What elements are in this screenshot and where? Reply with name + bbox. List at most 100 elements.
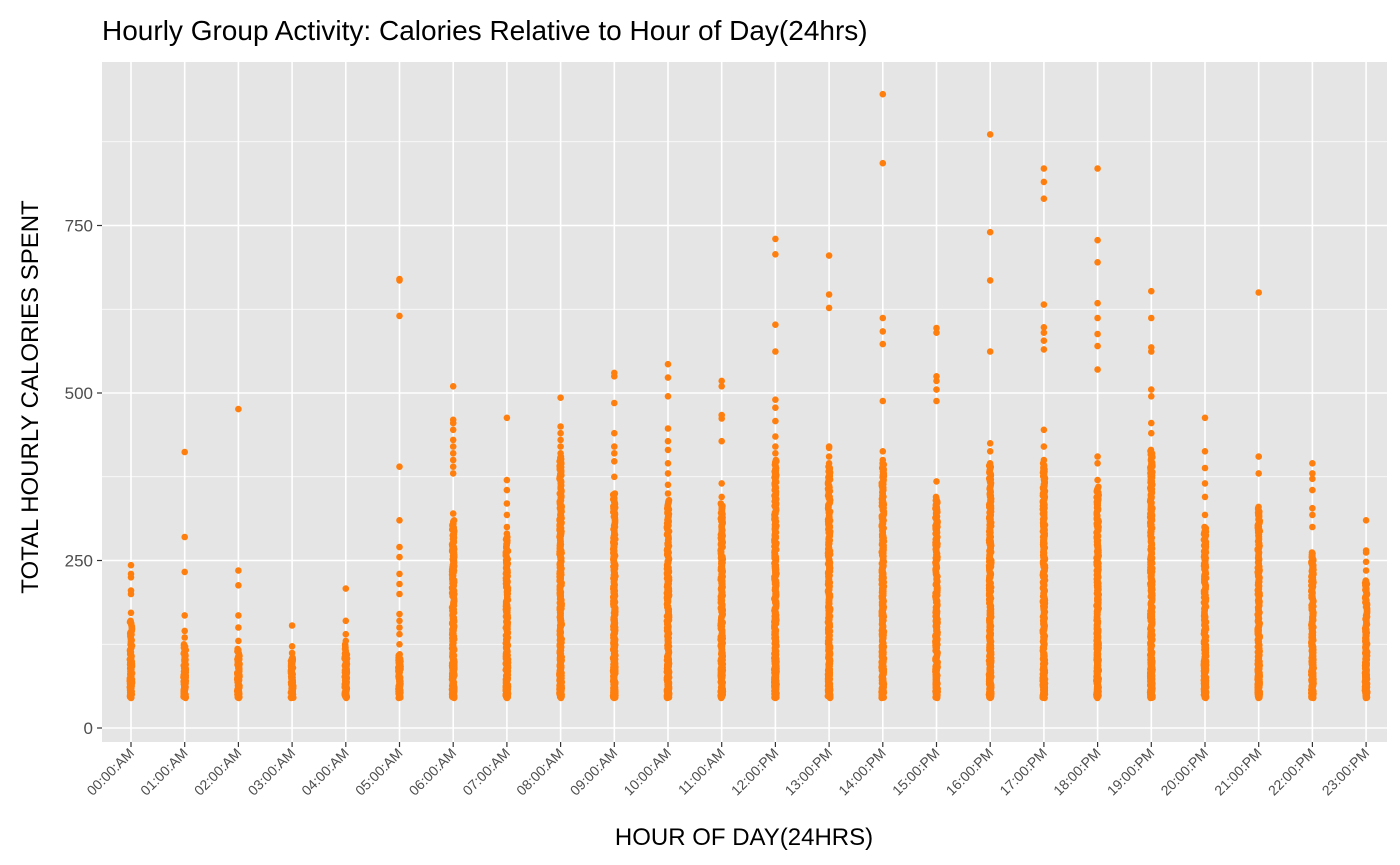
data-point: [1147, 689, 1155, 696]
data-point: [611, 490, 619, 497]
data-point: [288, 643, 296, 650]
data-point: [504, 657, 511, 664]
data-point: [879, 397, 887, 405]
data-point: [1308, 671, 1315, 678]
data-point: [235, 582, 242, 589]
data-point: [825, 453, 833, 460]
data-point: [503, 486, 511, 494]
data-point: [1039, 666, 1047, 673]
data-point: [772, 443, 779, 450]
data-point: [772, 321, 779, 329]
data-point: [1201, 464, 1209, 472]
data-point: [1201, 666, 1208, 673]
data-point: [557, 436, 564, 444]
data-point: [127, 617, 134, 625]
data-point: [396, 610, 403, 618]
data-point: [664, 425, 672, 432]
data-point: [287, 670, 295, 677]
data-point: [127, 664, 134, 672]
data-point: [235, 660, 243, 667]
data-point: [396, 624, 403, 631]
data-point: [1040, 337, 1048, 345]
data-point: [718, 437, 725, 445]
data-point: [1147, 446, 1155, 454]
data-point: [719, 688, 727, 695]
data-point: [1255, 453, 1262, 460]
data-points: [126, 90, 1371, 702]
data-point: [771, 674, 779, 682]
data-point: [343, 667, 351, 675]
data-point: [503, 500, 511, 507]
data-point: [1041, 684, 1049, 692]
data-point: [396, 590, 403, 598]
data-point: [611, 458, 618, 465]
data-point: [342, 617, 350, 625]
data-point: [664, 470, 672, 477]
data-point: [127, 570, 135, 578]
data-point: [449, 470, 457, 477]
data-point: [1094, 342, 1101, 350]
data-point: [772, 235, 779, 243]
data-point: [878, 694, 885, 701]
data-point: [449, 463, 457, 471]
data-point: [825, 443, 833, 450]
data-point: [611, 399, 618, 407]
data-point: [1255, 470, 1262, 477]
data-point: [341, 690, 349, 698]
data-point: [1095, 656, 1102, 663]
data-point: [933, 386, 940, 393]
data-point: [1094, 259, 1101, 266]
data-point: [1201, 414, 1209, 422]
data-point: [396, 517, 403, 524]
data-point: [503, 523, 511, 531]
data-point: [502, 682, 510, 690]
data-point: [826, 658, 834, 665]
data-point: [664, 360, 672, 368]
data-point: [1255, 660, 1262, 668]
data-point: [717, 664, 725, 672]
data-point: [396, 275, 403, 283]
data-point: [126, 677, 134, 685]
data-point: [825, 304, 833, 312]
data-point: [341, 662, 349, 669]
data-point: [1094, 686, 1102, 693]
data-point: [556, 671, 563, 679]
data-point: [879, 448, 887, 455]
data-point: [449, 436, 457, 444]
data-point: [772, 404, 779, 412]
data-point: [1094, 314, 1101, 322]
data-point: [504, 667, 511, 675]
data-point: [1148, 314, 1155, 322]
data-point: [1040, 426, 1048, 434]
data-point: [449, 426, 457, 434]
data-point: [180, 678, 187, 685]
data-point: [1094, 165, 1101, 172]
data-point: [449, 416, 457, 424]
data-point: [611, 443, 618, 450]
data-point: [181, 634, 188, 641]
data-point: [288, 622, 296, 629]
data-point: [557, 443, 564, 450]
data-point: [1094, 476, 1101, 484]
data-point: [664, 460, 672, 467]
data-point: [288, 649, 296, 657]
data-point: [986, 460, 994, 467]
data-point: [1040, 657, 1048, 665]
data-point: [1094, 460, 1101, 467]
data-point: [1094, 330, 1101, 338]
data-point: [1094, 676, 1102, 684]
data-point: [879, 314, 887, 322]
data-point: [1040, 301, 1048, 308]
data-point: [665, 691, 672, 698]
data-point: [396, 651, 404, 658]
data-point: [773, 681, 780, 688]
data-point: [449, 510, 457, 517]
data-point: [933, 397, 940, 405]
data-point: [934, 692, 941, 699]
data-point: [611, 369, 618, 377]
data-point: [1310, 678, 1317, 685]
data-point: [718, 679, 725, 687]
data-point: [396, 580, 403, 588]
data-point: [664, 665, 672, 673]
